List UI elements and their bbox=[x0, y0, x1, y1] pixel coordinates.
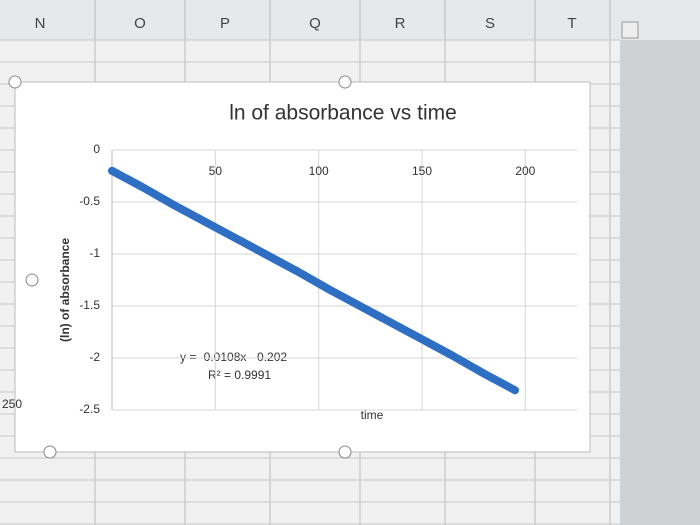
scroll-button[interactable] bbox=[621, 21, 639, 39]
column-header: S bbox=[485, 15, 495, 32]
column-headers: N O P Q R S T bbox=[35, 15, 577, 32]
data-line bbox=[108, 166, 519, 395]
row-label: 250 bbox=[2, 397, 22, 411]
y-tick-label: 0 bbox=[93, 142, 100, 156]
resize-handle[interactable] bbox=[25, 273, 39, 287]
plot: 0 -0.5 -1 -1.5 -2 -2.5 50 100 150 200 bbox=[79, 142, 577, 416]
column-header: O bbox=[134, 15, 146, 32]
y-tick-label: -2.5 bbox=[79, 402, 100, 416]
x-tick-label: 50 bbox=[209, 164, 223, 178]
y-tick-label: -2 bbox=[89, 350, 100, 364]
x-tick-label: 200 bbox=[515, 164, 535, 178]
resize-handle[interactable] bbox=[338, 445, 352, 459]
resize-handle[interactable] bbox=[43, 445, 57, 459]
y-tick-label: -1 bbox=[89, 246, 100, 260]
column-header: T bbox=[567, 15, 576, 32]
trendline-equation: y = -0.0108x - 0.202 bbox=[180, 350, 287, 364]
resize-handle[interactable] bbox=[8, 75, 22, 89]
resize-handle[interactable] bbox=[338, 75, 352, 89]
column-header: N bbox=[35, 15, 46, 32]
x-tick-label: 150 bbox=[412, 164, 432, 178]
chart-title: ln of absorbance vs time bbox=[229, 102, 457, 125]
trendline-r-squared: R² = 0.9991 bbox=[208, 368, 271, 382]
column-header: P bbox=[220, 15, 230, 32]
column-header: Q bbox=[309, 15, 321, 32]
y-axis-label: (ln) of absorbance bbox=[58, 238, 72, 342]
y-tick-label: -1.5 bbox=[79, 298, 100, 312]
column-header: R bbox=[395, 15, 406, 32]
x-axis-label: time bbox=[361, 408, 384, 422]
chart-area[interactable] bbox=[14, 81, 591, 453]
x-tick-label: 100 bbox=[309, 164, 329, 178]
column-header-bar bbox=[0, 0, 700, 40]
y-tick-label: -0.5 bbox=[79, 194, 100, 208]
